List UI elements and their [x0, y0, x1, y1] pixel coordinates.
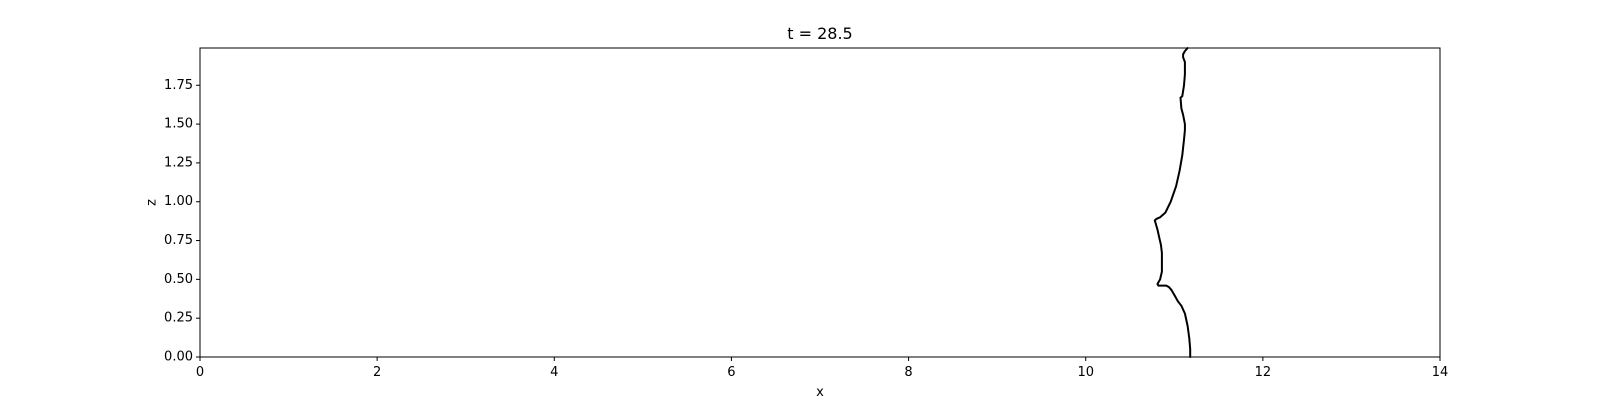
- y-tick-label: 1.00: [164, 194, 193, 209]
- x-tick-label: 14: [1432, 365, 1449, 380]
- x-tick-label: 10: [1077, 365, 1094, 380]
- interface-contour-line: [1153, 47, 1192, 358]
- plot-area: [1153, 47, 1192, 358]
- x-tick-label: 8: [904, 365, 912, 380]
- y-tick-label: 0.50: [164, 272, 193, 287]
- y-tick-label: 1.25: [164, 155, 193, 170]
- x-axis-title: x: [816, 385, 824, 400]
- x-tick-label: 4: [550, 365, 558, 380]
- y-tick-label: 1.50: [164, 117, 193, 132]
- y-tick-label: 0.75: [164, 233, 193, 248]
- y-tick-label: 0.00: [164, 350, 193, 365]
- y-axis-title: z: [145, 199, 160, 206]
- x-tick-label: 12: [1255, 365, 1272, 380]
- axes-frame: [199, 47, 1441, 358]
- x-tick-label: 0: [196, 365, 204, 380]
- chart-title: t = 28.5: [787, 24, 852, 43]
- x-axis: 0 2 4 6 8 10 12 14: [196, 357, 1448, 380]
- y-tick-label: 1.75: [164, 78, 193, 93]
- x-tick-label: 2: [373, 365, 381, 380]
- x-tick-label: 6: [727, 365, 735, 380]
- y-tick-label: 0.25: [164, 311, 193, 326]
- y-axis: 0.00 0.25 0.50 0.75 1.00 1.25 1.50 1.75: [164, 78, 200, 365]
